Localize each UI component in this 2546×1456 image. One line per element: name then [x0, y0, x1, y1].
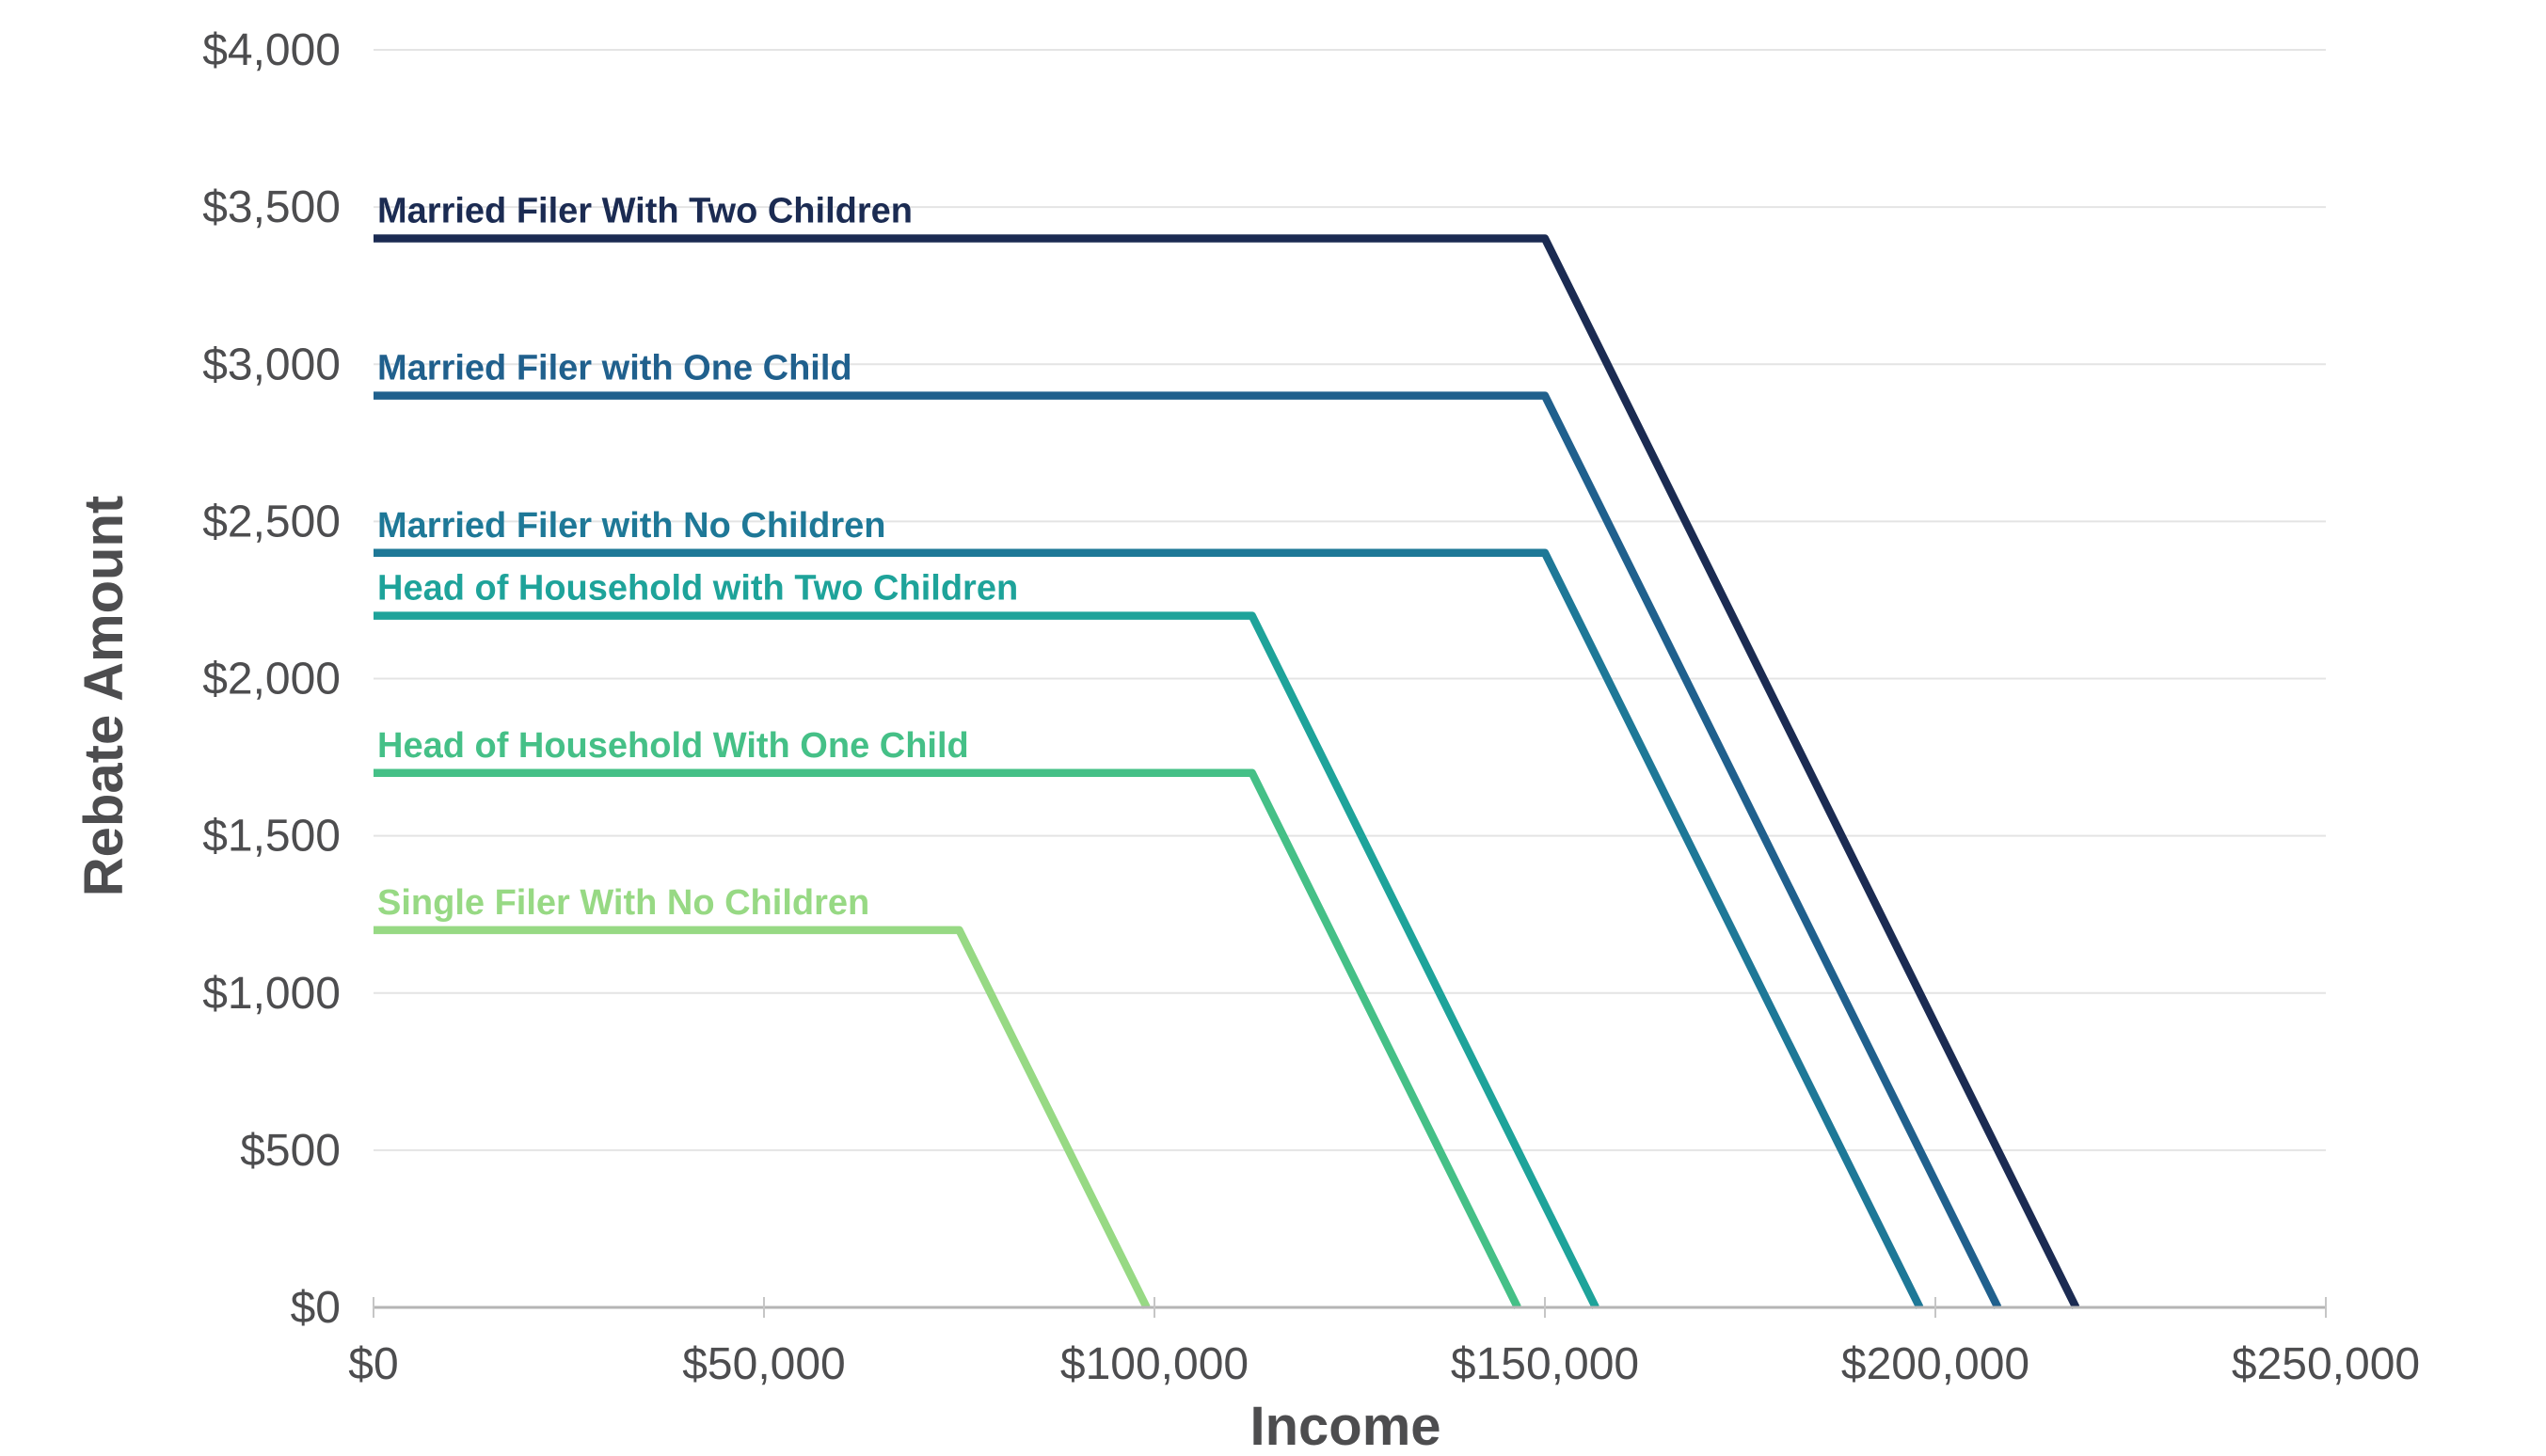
- x-axis-layer: [373, 1297, 2327, 1318]
- series-line-head-of-household-with-two-children: [374, 611, 1599, 1309]
- y-tick-label-0: $0: [291, 1283, 341, 1333]
- series-label-married-filer-with-one-child: Married Filer with One Child: [377, 349, 852, 388]
- x-tick-label-0: $0: [348, 1339, 398, 1389]
- y-axis-title: Rebate Amount: [73, 496, 135, 896]
- series-line-married-filer-with-two-children: [374, 234, 2080, 1309]
- y-tick-label-2500: $2,500: [202, 497, 341, 546]
- series-label-head-of-household-with-two-children: Head of Household with Two Children: [377, 569, 1018, 609]
- tick-labels-layer: $0 $50,000 $100,000 $150,000 $200,000 $250,00…: [202, 25, 2420, 1389]
- y-tick-label-3000: $3,000: [202, 340, 341, 389]
- series-label-single-filer-with-no-children: Single Filer With No Children: [377, 883, 869, 923]
- y-tick-label-1000: $1,000: [202, 969, 341, 1019]
- y-tick-label-1500: $1,500: [202, 812, 341, 862]
- y-tick-label-2000: $2,000: [202, 655, 341, 704]
- x-tick-label-50000: $50,000: [682, 1339, 846, 1389]
- series-line-single-filer-with-no-children: [374, 926, 1151, 1309]
- x-axis-title: Income: [1249, 1396, 1440, 1456]
- series-lines-layer: [374, 234, 2080, 1309]
- series-line-head-of-household-with-one-child: [374, 768, 1521, 1309]
- series-label-head-of-household-with-one-child: Head of Household With One Child: [377, 726, 969, 766]
- series-line-married-filer-with-one-child: [374, 391, 2002, 1309]
- series-label-married-filer-with-no-children: Married Filer with No Children: [377, 506, 886, 546]
- y-tick-label-500: $500: [240, 1126, 341, 1176]
- series-labels-layer: Married Filer With Two Children Married F…: [377, 192, 1018, 923]
- x-tick-label-100000: $100,000: [1060, 1339, 1249, 1389]
- series-label-married-filer-with-two-children: Married Filer With Two Children: [377, 192, 913, 231]
- y-tick-label-4000: $4,000: [202, 25, 341, 75]
- gridlines-layer: [374, 49, 2326, 1151]
- x-tick-label-200000: $200,000: [1841, 1339, 2029, 1389]
- series-line-married-filer-with-no-children: [374, 548, 1924, 1309]
- x-tick-label-150000: $150,000: [1451, 1339, 1639, 1389]
- y-tick-label-3500: $3,500: [202, 182, 341, 232]
- x-tick-label-250000: $250,000: [2232, 1339, 2420, 1389]
